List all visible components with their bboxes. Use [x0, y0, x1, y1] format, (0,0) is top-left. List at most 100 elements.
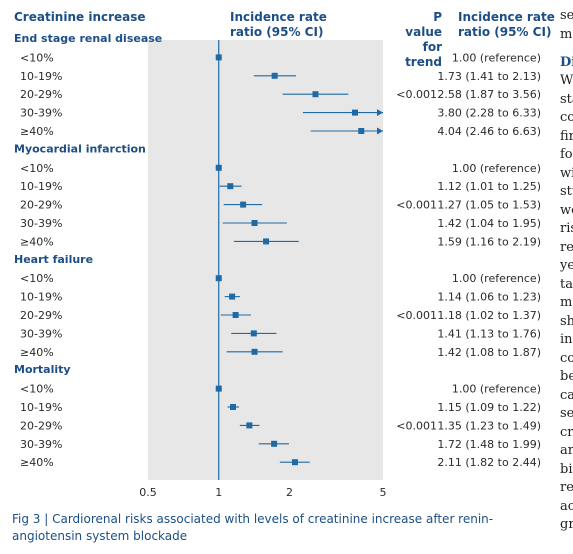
side-text-line: fo: [560, 147, 573, 162]
point-estimate: [232, 312, 239, 318]
ci-text: 1.12 (1.01 to 1.25): [437, 180, 541, 193]
point-estimate: [351, 109, 358, 116]
point-estimate: [263, 238, 270, 245]
header-p-value: P value for trend: [405, 10, 442, 69]
row-label: ≥40%: [20, 125, 54, 138]
side-text-line: ta: [560, 276, 573, 292]
point-estimate: [312, 91, 319, 98]
row-label: 10-19%: [20, 70, 62, 83]
side-text-line: ris: [560, 221, 573, 236]
side-text-line: stu: [560, 184, 573, 199]
ci-arrow: [377, 127, 383, 135]
side-text-line: in: [560, 332, 573, 347]
ci-text: 1.73 (1.41 to 2.13): [437, 70, 541, 83]
ci-text: 1.35 (1.23 to 1.49): [437, 419, 541, 432]
ci-text: 2.11 (1.82 to 2.44): [437, 456, 541, 469]
point-estimate: [229, 293, 236, 300]
ci-text: 1.15 (1.09 to 1.22): [437, 401, 541, 414]
ci-text: 1.18 (1.02 to 1.37): [437, 309, 541, 322]
side-text-line: gr: [560, 517, 573, 532]
side-text-line: cr: [560, 424, 573, 440]
side-text-line: wi: [560, 165, 573, 181]
row-label: 20-29%: [20, 419, 62, 432]
point-estimate: [358, 128, 365, 134]
group-heading: End stage renal disease: [14, 32, 162, 45]
ci-text: 1.59 (1.16 to 2.19): [437, 235, 541, 248]
side-text-line: ac: [560, 498, 573, 514]
ci-text: 1.00 (reference): [452, 383, 541, 396]
ci-arrow: [377, 109, 383, 117]
x-tick-label: 0.5: [139, 486, 157, 499]
point-estimate: [227, 183, 234, 190]
ci-text: 1.00 (reference): [452, 51, 541, 64]
row-label: 10-19%: [20, 401, 62, 414]
side-text-line: fir: [560, 128, 573, 144]
side-text-line: m: [560, 295, 573, 310]
row-label: ≥40%: [20, 456, 54, 469]
forest-plot: End stage renal disease Myocardial infarc…: [14, 32, 541, 499]
side-text-line: co: [560, 350, 573, 366]
row-label: 30-39%: [20, 327, 62, 340]
figure-caption: Fig 3 | Cardiorenal risks associated wit…: [12, 512, 494, 543]
point-estimate: [271, 440, 278, 447]
p-value: <0.001: [396, 309, 437, 322]
point-estimate: [250, 330, 257, 337]
side-text-line: we: [560, 202, 573, 218]
point-estimate: [230, 404, 237, 410]
row-label: <10%: [20, 383, 54, 396]
header-exposure: Creatinine increase: [14, 10, 146, 24]
row-label: 20-29%: [20, 309, 62, 322]
ci-text: 1.27 (1.05 to 1.53): [437, 199, 541, 212]
point-estimate: [251, 348, 258, 355]
row-label: <10%: [20, 272, 54, 285]
ci-text: 2.58 (1.87 to 3.56): [437, 88, 541, 101]
ci-text: 1.42 (1.04 to 1.95): [437, 217, 541, 230]
ci-text: 1.41 (1.13 to 1.76): [437, 327, 541, 340]
point-estimate: [215, 54, 222, 61]
row-label: 30-39%: [20, 217, 62, 230]
row-label: 30-39%: [20, 107, 62, 120]
group-heading: Myocardial infarction: [14, 142, 146, 155]
group-heading: Mortality: [14, 363, 71, 376]
header-irr-axis: Incidence rate ratio (95% CI): [230, 10, 327, 39]
row-label: 10-19%: [20, 180, 62, 193]
point-estimate: [215, 275, 222, 282]
ci-text: 1.14 (1.06 to 1.23): [437, 291, 541, 304]
point-estimate: [215, 385, 222, 392]
side-text-line: se: [560, 8, 573, 23]
x-tick-label: 5: [380, 486, 387, 499]
ci-text: 1.00 (reference): [452, 162, 541, 175]
side-text-line: be: [560, 369, 573, 384]
row-label: 30-39%: [20, 438, 62, 451]
side-text-line: sta: [560, 91, 573, 107]
p-value: <0.001: [396, 419, 437, 432]
ci-text: 1.72 (1.48 to 1.99): [437, 438, 541, 451]
adjacent-column-text: se m Di Wsta co fir fo wi stu we ris re ye ta m sh in co b…: [558, 0, 573, 554]
side-text-line: Di: [560, 54, 573, 70]
ci-text: 1.00 (reference): [452, 272, 541, 285]
point-estimate: [215, 164, 222, 171]
side-text-line: sh: [560, 313, 573, 329]
p-value: <0.001: [396, 199, 437, 212]
header-irr-ci: Incidence rate ratio (95% CI): [458, 10, 555, 39]
side-text-line: W: [560, 73, 573, 88]
row-label: ≥40%: [20, 235, 54, 248]
point-estimate: [291, 459, 298, 466]
side-text-line: ye: [560, 258, 573, 273]
p-value: <0.001: [396, 88, 437, 101]
side-text-line: bi: [560, 461, 573, 477]
point-estimate: [271, 72, 278, 79]
group-heading: Heart failure: [14, 253, 93, 266]
row-label: 20-29%: [20, 199, 62, 212]
x-tick-label: 2: [286, 486, 293, 499]
row-label: ≥40%: [20, 346, 54, 359]
side-text-line: ca: [560, 387, 573, 403]
point-estimate: [240, 201, 247, 208]
side-text-line: m: [560, 26, 573, 42]
row-label: <10%: [20, 51, 54, 64]
side-text-line: re: [560, 239, 573, 255]
x-tick-label: 1: [215, 486, 222, 499]
side-text-line: re: [560, 480, 573, 495]
row-label: 10-19%: [20, 291, 62, 304]
ci-text: 3.80 (2.28 to 6.33): [437, 107, 541, 120]
